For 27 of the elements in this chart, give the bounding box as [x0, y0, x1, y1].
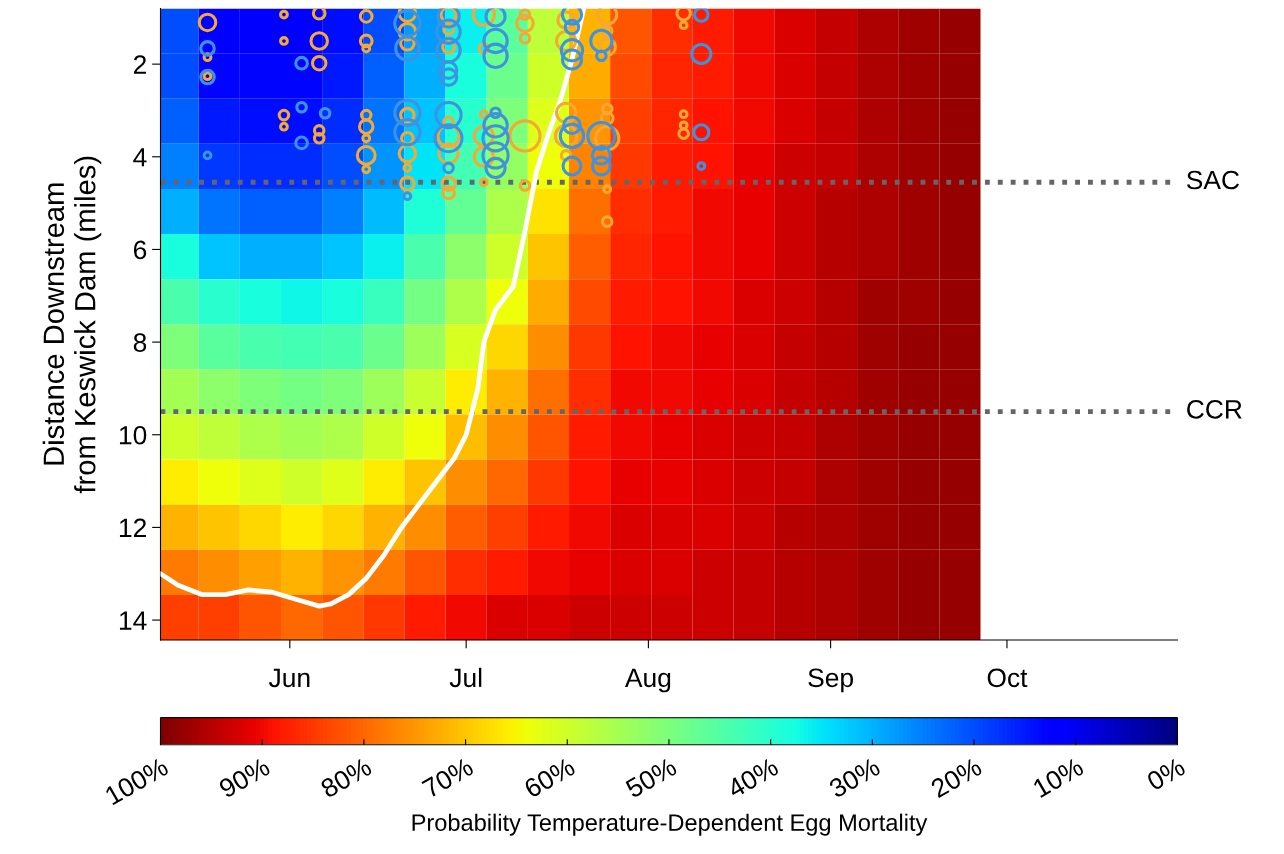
ref-line-label: CCR	[1187, 399, 1242, 419]
y-tick-label: 4	[133, 148, 147, 167]
color-bar-label: 10%	[1032, 756, 1085, 798]
y-tick-label: 14	[119, 611, 147, 630]
x-tick-label: Jul	[449, 667, 482, 688]
x-tick-label: Sep	[808, 668, 853, 693]
color-bar-label: 0%	[1145, 756, 1187, 792]
color-bar-label: 70%	[421, 756, 475, 799]
y-tick-label: 6	[133, 240, 147, 260]
color-bar-label: 30%	[827, 756, 882, 799]
color-bar-label: 40%	[725, 756, 780, 799]
x-tick-label: Aug	[624, 668, 671, 693]
line-series	[160, 8, 587, 609]
color-bar-label: 60%	[523, 756, 577, 799]
y-tick-label: 8	[133, 333, 147, 352]
color-bar-title: Probability Temperature-Dependent Egg Mortality	[412, 813, 928, 836]
y-tick-label: 10	[119, 425, 147, 445]
y-tick-label: 2	[133, 55, 146, 74]
x-tick-label: Jun	[268, 668, 310, 688]
color-bar-label: 50%	[624, 756, 678, 799]
color-bar-label: 20%	[929, 756, 983, 799]
y-tick-label: 12	[119, 518, 146, 537]
color-bar-label: 90%	[217, 756, 272, 799]
ref-line-label: SAC	[1186, 170, 1240, 190]
y-axis-title: Distance Downstream from Keswick Dam (miles)	[42, 156, 102, 494]
color-bar-label: 80%	[319, 756, 373, 799]
x-tick-label: Oct	[987, 668, 1028, 688]
